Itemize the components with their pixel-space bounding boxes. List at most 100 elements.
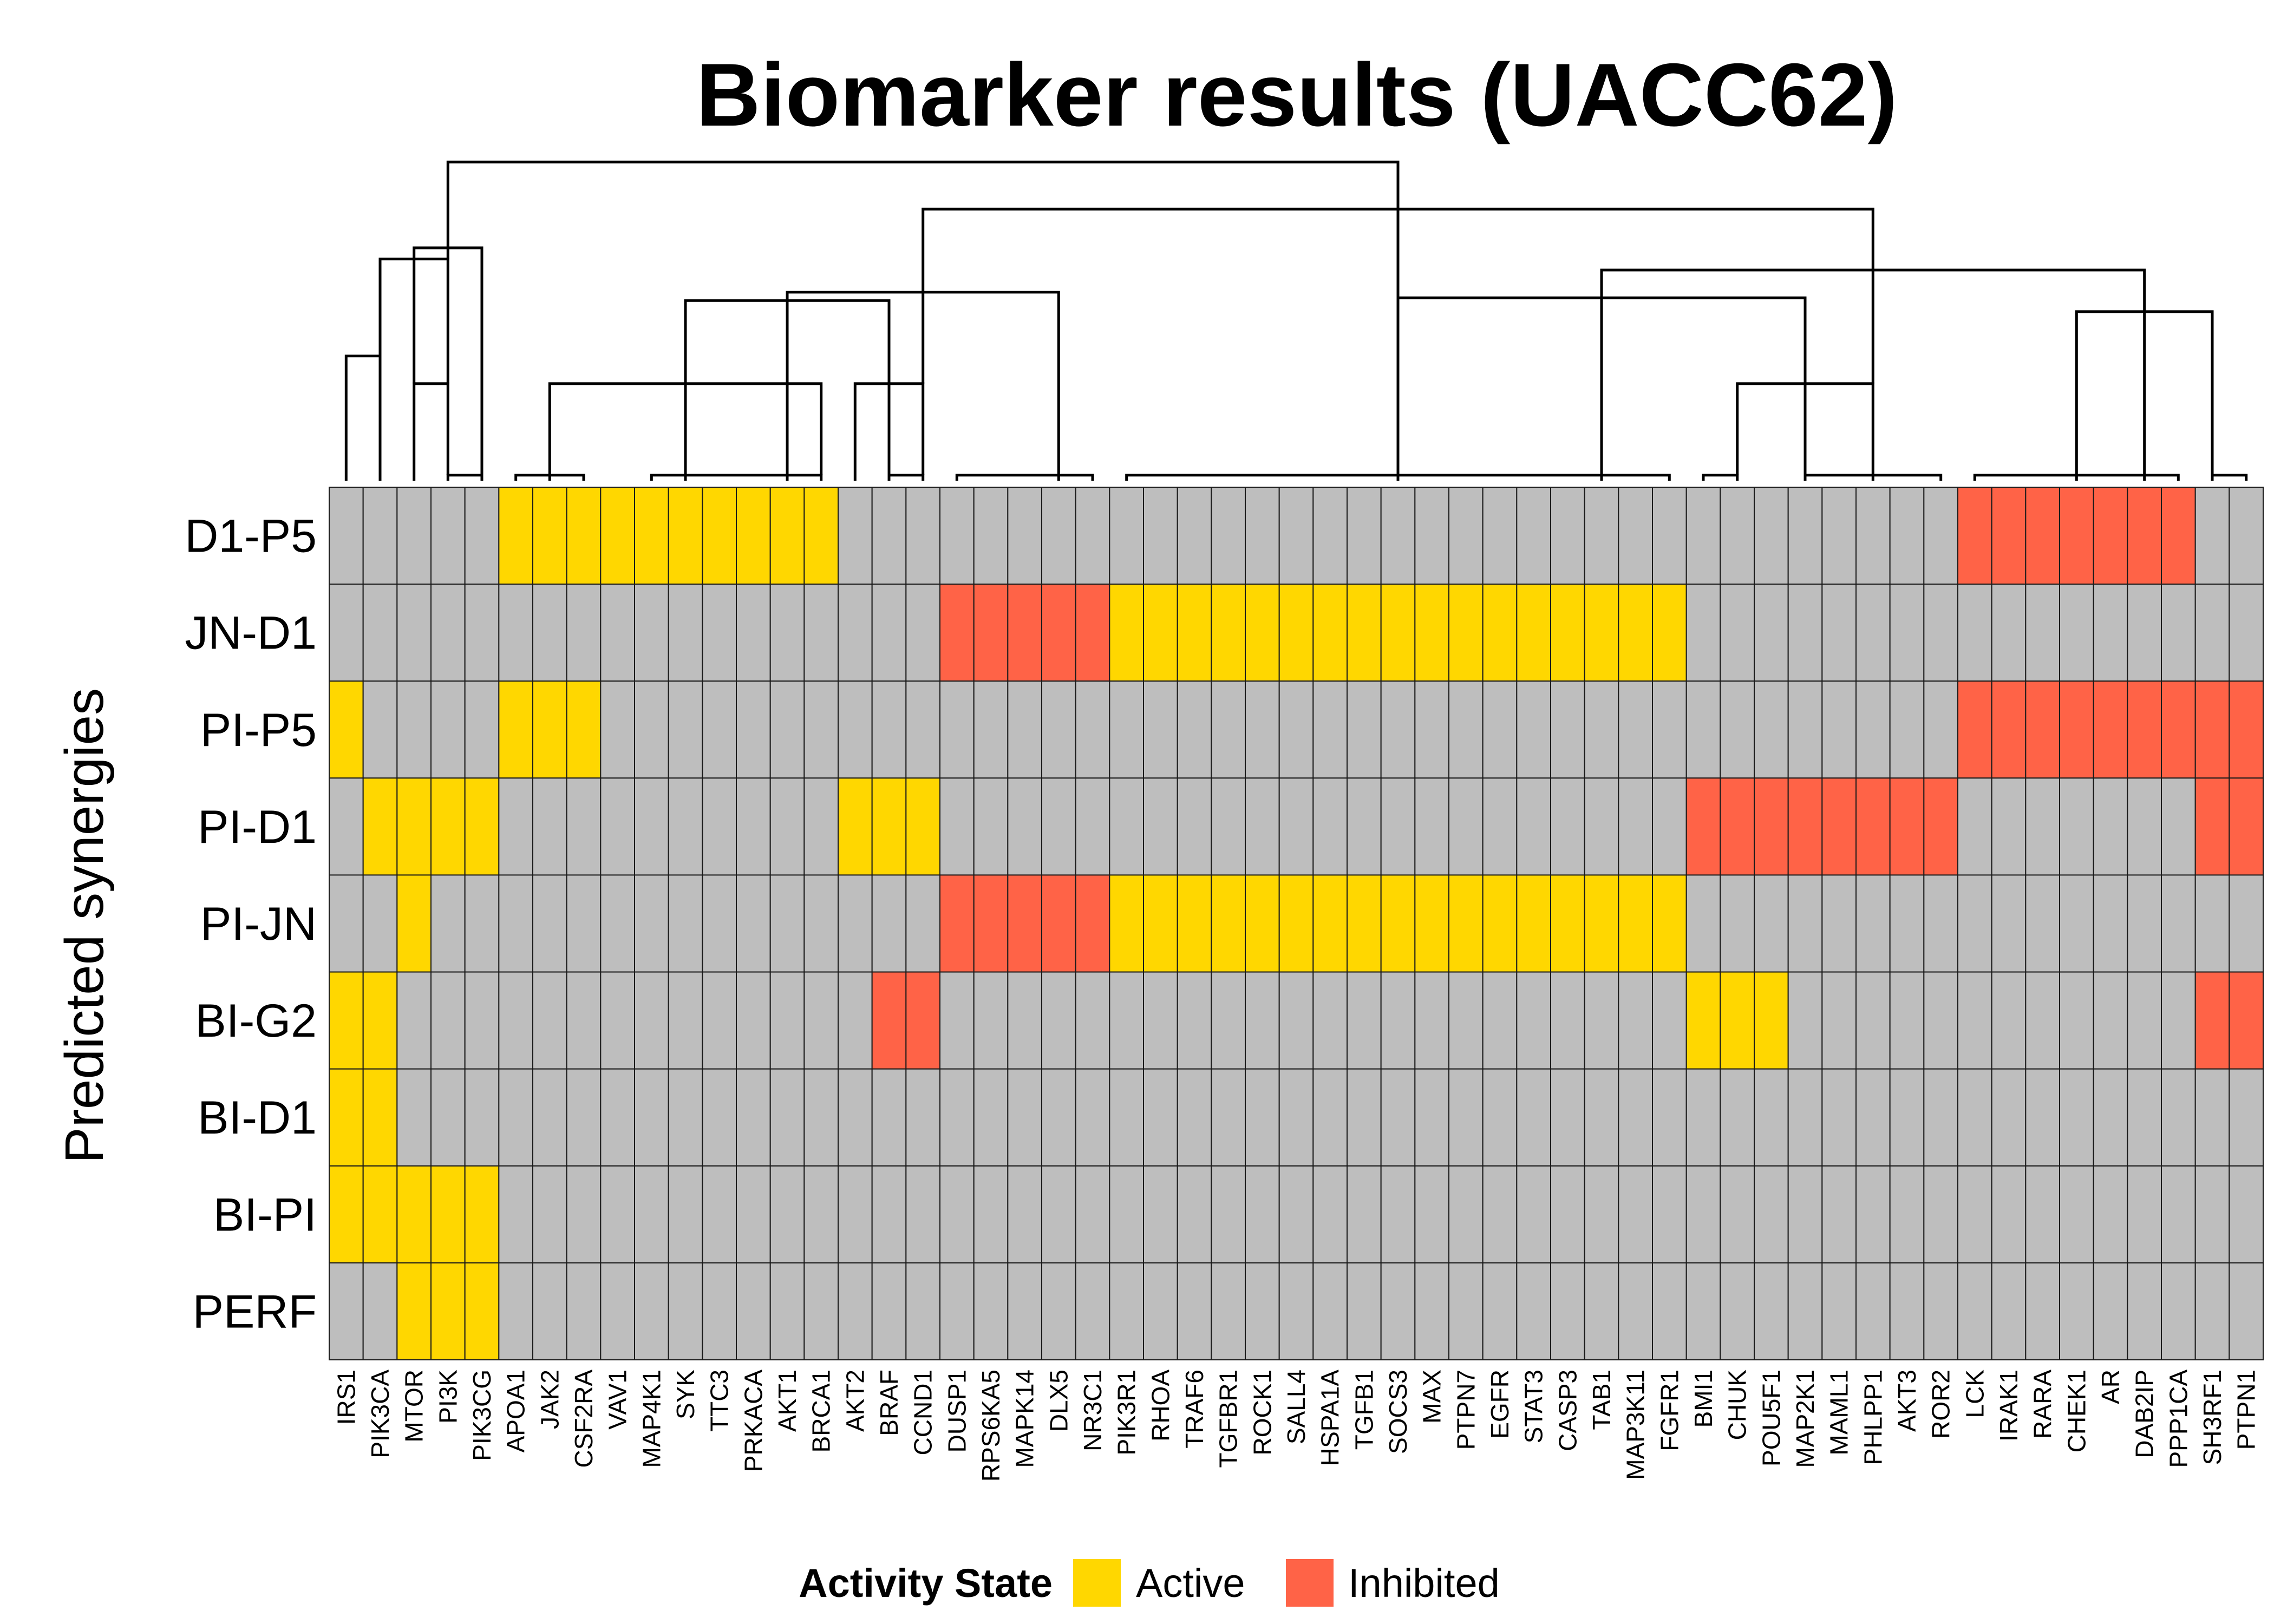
legend: Activity State Active Inhibited [799, 1559, 1500, 1607]
heatmap-cell [2093, 1262, 2128, 1360]
heatmap-cell [634, 971, 669, 1070]
heatmap-cell [1177, 971, 1212, 1070]
heatmap-cell [973, 1262, 1009, 1360]
dendrogram-branch [344, 355, 382, 481]
heatmap-cell [1550, 1262, 1585, 1360]
heatmap-cell [1516, 1262, 1552, 1360]
row-label: PI-P5 [200, 704, 317, 756]
row-label: D1-P5 [185, 510, 317, 562]
heatmap-cell [1550, 1068, 1585, 1167]
heatmap-cell [1516, 971, 1552, 1070]
heatmap-cell [1550, 487, 1585, 585]
legend-swatch-active [1073, 1559, 1121, 1607]
heatmap-cell [2025, 777, 2061, 876]
heatmap-cell [769, 680, 805, 779]
heatmap-cell [736, 777, 771, 876]
heatmap-cell [1516, 874, 1552, 973]
column-label: PTPN7 [1452, 1370, 1480, 1450]
heatmap-cell [1550, 777, 1585, 876]
heatmap-cell [1482, 1068, 1518, 1167]
heatmap-cell [532, 971, 567, 1070]
heatmap-cell [1075, 874, 1110, 973]
heatmap-cell [1211, 777, 1246, 876]
column-label: CSF2RA [570, 1370, 598, 1468]
heatmap-cell [566, 777, 602, 876]
heatmap-cell [1075, 487, 1110, 585]
heatmap-cell [1855, 1068, 1891, 1167]
heatmap-cell [1720, 1165, 1755, 1263]
heatmap-cell [1143, 874, 1178, 973]
heatmap-cell [1618, 1068, 1654, 1167]
heatmap-cell [1821, 777, 1857, 876]
heatmap-cell [498, 971, 534, 1070]
dendrogram-branch [887, 474, 925, 481]
heatmap-cell [1211, 874, 1246, 973]
heatmap-cell [1007, 1068, 1042, 1167]
heatmap-cell [1414, 1262, 1450, 1360]
heatmap-cell [1550, 874, 1585, 973]
column-label: SOCS3 [1384, 1370, 1412, 1454]
heatmap-cell [362, 777, 398, 876]
heatmap-cell [1821, 1068, 1857, 1167]
heatmap-cell [1177, 1262, 1212, 1360]
heatmap-cell [1584, 1068, 1619, 1167]
heatmap-cell [532, 1262, 567, 1360]
heatmap-cell [1177, 680, 1212, 779]
heatmap-cell [1143, 487, 1178, 585]
heatmap-cell [634, 1165, 669, 1263]
heatmap-cell [362, 1068, 398, 1167]
heatmap-cell [1482, 487, 1518, 585]
heatmap-cell [1821, 487, 1857, 585]
heatmap-cell [1685, 777, 1721, 876]
column-label: RARA [2029, 1370, 2057, 1439]
column-label: SYK [671, 1370, 700, 1419]
heatmap-cell [1007, 874, 1042, 973]
heatmap-cell [769, 777, 805, 876]
heatmap-cell [702, 584, 737, 682]
heatmap-cell [1482, 971, 1518, 1070]
heatmap-cell [1516, 487, 1552, 585]
heatmap-cell [1347, 584, 1382, 682]
heatmap-cell [532, 777, 567, 876]
column-label: DLX5 [1044, 1370, 1073, 1432]
heatmap-cell [2161, 487, 2196, 585]
heatmap-cell [939, 680, 975, 779]
heatmap-cell [803, 584, 839, 682]
heatmap-cell [1041, 487, 1076, 585]
heatmap-cell [668, 1068, 703, 1167]
column-label: PIK3CG [468, 1370, 496, 1461]
heatmap-cell [1957, 1165, 1992, 1263]
heatmap-cell [2059, 584, 2094, 682]
heatmap-cell [1618, 584, 1654, 682]
heatmap-cell [905, 971, 940, 1070]
heatmap-cell [329, 487, 364, 585]
heatmap-cell [1855, 1262, 1891, 1360]
heatmap-cell [769, 487, 805, 585]
heatmap-cell [838, 1262, 873, 1360]
heatmap-cell [1414, 874, 1450, 973]
heatmap-cell [871, 777, 907, 876]
heatmap-cell [2127, 777, 2162, 876]
heatmap-cell [1245, 487, 1280, 585]
heatmap-cell [2093, 971, 2128, 1070]
heatmap-cell [2194, 584, 2230, 682]
heatmap-cell [1516, 1165, 1552, 1263]
heatmap-cell [871, 487, 907, 585]
heatmap-cell [1550, 1165, 1585, 1263]
legend-title: Activity State [799, 1561, 1053, 1606]
heatmap-cell [1516, 777, 1552, 876]
heatmap-cell [2127, 1165, 2162, 1263]
heatmap-cell [1448, 680, 1484, 779]
heatmap-cell [838, 777, 873, 876]
heatmap-cell [1957, 971, 1992, 1070]
heatmap-cell [1618, 487, 1654, 585]
heatmap-cell [1211, 1262, 1246, 1360]
heatmap-cell [1482, 1262, 1518, 1360]
column-label: MAP2K1 [1791, 1370, 1819, 1468]
heatmap-cell [1245, 1262, 1280, 1360]
heatmap-cell [1278, 1165, 1314, 1263]
chart-title: Biomarker results (UACC62) [696, 45, 1897, 145]
heatmap-cell [871, 874, 907, 973]
column-label: TTC3 [705, 1370, 734, 1432]
heatmap-cell [1041, 1165, 1076, 1263]
